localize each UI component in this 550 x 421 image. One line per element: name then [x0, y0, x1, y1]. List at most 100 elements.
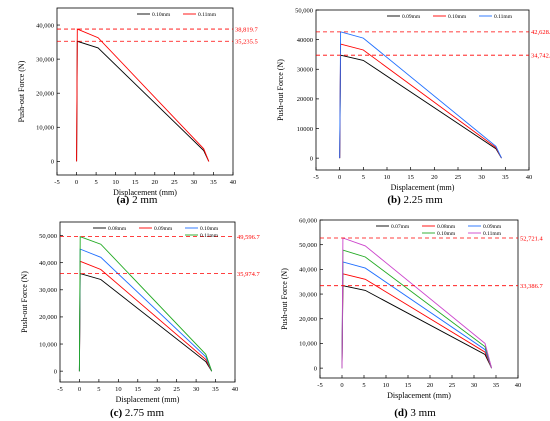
x-tick-label: 35	[493, 382, 500, 389]
series-line	[341, 237, 493, 369]
x-tick-label: 15	[132, 179, 139, 186]
x-tick-label: 25	[171, 179, 178, 186]
x-axis-label: Displacement (mm)	[116, 395, 180, 404]
panel-caption-letter: (d)	[394, 407, 408, 419]
y-tick-label: 30,000	[39, 287, 57, 294]
legend-label: 0.09mm	[154, 226, 173, 232]
legend-label: 0.10mm	[152, 12, 171, 18]
legend-label: 0.09mm	[402, 14, 421, 20]
y-tick-label: 10,000	[36, 125, 54, 132]
panel-caption-letter: (a)	[117, 194, 130, 206]
x-tick-label: 40	[515, 382, 522, 389]
x-tick-label: 10	[383, 382, 390, 389]
y-tick-label: 20,000	[39, 314, 57, 321]
legend-label: 0.07mm	[391, 224, 410, 230]
y-tick-label: 20000	[297, 96, 313, 103]
reference-value-label: 34,742.5	[531, 53, 550, 60]
x-tick-label: -5	[317, 382, 322, 389]
reference-value-label: 42,628.4	[531, 29, 550, 36]
y-tick-label: 10000	[297, 126, 313, 133]
y-tick-label: 30,000	[36, 56, 54, 63]
reference-value-label: 35,974.7	[237, 271, 261, 278]
legend-label: 0.11mm	[198, 12, 217, 18]
x-tick-label: 30	[478, 174, 485, 181]
x-tick-label: 15	[407, 174, 414, 181]
legend-label: 0.08mm	[108, 226, 127, 232]
y-tick-label: 40,000	[36, 22, 54, 29]
x-tick-label: 20	[154, 386, 161, 393]
x-tick-label: 10	[115, 386, 122, 393]
panel-caption-text: 2.75 mm	[122, 407, 164, 419]
series-line	[78, 260, 213, 372]
y-axis-label: Push-out Force (N)	[20, 271, 29, 333]
x-tick-label: 0	[75, 179, 78, 186]
legend-label: 0.09mm	[483, 224, 502, 230]
plot-frame	[59, 221, 236, 383]
x-tick-label: 20	[152, 179, 159, 186]
x-axis-label: Displacement (mm)	[113, 188, 177, 197]
legend-label: 0.10mm	[448, 14, 467, 20]
panel-caption-text: 3 mm	[408, 407, 437, 419]
panel-caption-letter: (c)	[110, 407, 123, 419]
y-tick-label: 50,000	[299, 242, 317, 249]
reference-value-label: 49,596.7	[237, 234, 261, 241]
x-tick-label: 40	[526, 174, 533, 181]
panel-caption-letter: (b)	[387, 194, 401, 206]
plot-frame	[319, 219, 519, 379]
x-tick-label: 35	[210, 179, 217, 186]
legend-label: 0.10mm	[200, 226, 219, 232]
x-tick-label: 20	[427, 382, 434, 389]
x-tick-label: -5	[54, 179, 59, 186]
series-line	[78, 236, 213, 372]
y-tick-label: 50,000	[295, 7, 313, 14]
y-tick-label: 10,000	[299, 341, 317, 348]
x-tick-label: 30	[471, 382, 478, 389]
x-tick-label: 40	[230, 179, 237, 186]
series-line	[341, 285, 493, 369]
series-line	[78, 273, 213, 372]
panel-caption: (a) 2 mm	[117, 194, 158, 206]
x-axis-label: Displacement (mm)	[391, 183, 455, 192]
x-tick-label: 5	[362, 382, 365, 389]
x-tick-label: 40	[232, 386, 239, 393]
x-tick-label: 25	[173, 386, 180, 393]
x-tick-label: 0	[340, 382, 343, 389]
legend-label: 0.10mm	[437, 231, 456, 237]
chart-panel: -5 0 5 10 15 20 25 30 35 40 0 10,000 20,000 30,000 40,…	[17, 7, 259, 206]
x-tick-label: 5	[362, 174, 365, 181]
x-tick-label: 0	[338, 174, 341, 181]
legend-label: 0.11mm	[494, 14, 513, 20]
chart-panel: -5 0 5 10 15 20 25 30 35 40 0 10000 20000 30000 40000 5…	[276, 7, 550, 206]
panel-caption: (c) 2.75 mm	[110, 407, 165, 419]
y-axis-label: Push-out Force (N)	[17, 60, 26, 122]
x-tick-label: 5	[97, 386, 100, 393]
series-line	[341, 261, 493, 369]
x-tick-label: 15	[405, 382, 412, 389]
y-tick-label: 0	[54, 368, 57, 375]
x-tick-label: -5	[57, 386, 62, 393]
y-tick-label: 40,000	[299, 267, 317, 274]
x-tick-label: 10	[384, 174, 391, 181]
plot-frame	[315, 9, 530, 171]
y-tick-label: 30,000	[299, 291, 317, 298]
series-line	[78, 248, 213, 372]
chart-panel: -5 0 5 10 15 20 25 30 35 40 0 10,000 20,000 30,000 40,…	[280, 217, 544, 419]
x-tick-label: 10	[112, 179, 119, 186]
y-tick-label: 0	[310, 155, 313, 162]
y-tick-label: 40,000	[39, 260, 57, 267]
y-axis-label: Push-out Force (N)	[280, 268, 289, 330]
reference-value-label: 33,386.7	[520, 283, 544, 290]
x-tick-label: 25	[455, 174, 462, 181]
reference-value-label: 52,721.4	[520, 235, 544, 242]
x-tick-label: -5	[313, 174, 318, 181]
x-tick-label: 5	[94, 179, 97, 186]
y-tick-label: 0	[51, 159, 54, 166]
x-tick-label: 25	[449, 382, 456, 389]
chart-panel: -5 0 5 10 15 20 25 30 35 40 0 10,000 20,000 30,000 40,…	[20, 221, 261, 419]
y-tick-label: 20,000	[36, 91, 54, 98]
y-axis-label: Push-out Force (N)	[276, 59, 285, 121]
y-tick-label: 50,000	[39, 233, 57, 240]
panel-caption-text: 2.25 mm	[401, 194, 443, 206]
